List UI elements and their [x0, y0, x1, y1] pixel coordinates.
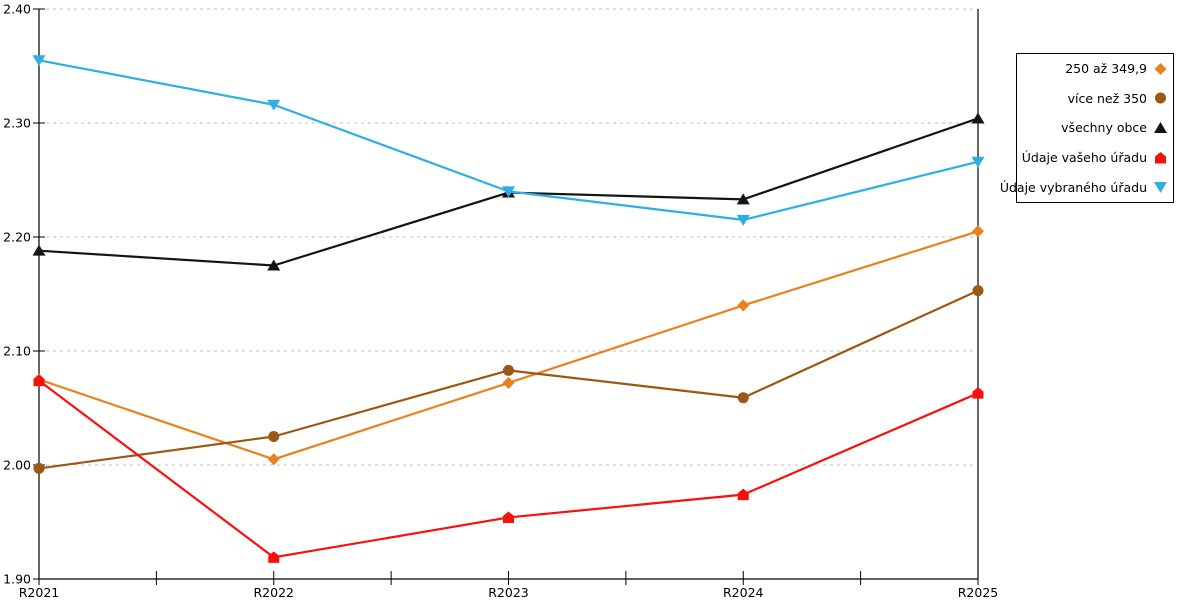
legend-item-udaje-vybraneho-uradu: Údaje vybraného úřadu	[1000, 172, 1173, 202]
x-tick-label: R2021	[19, 585, 60, 600]
legend-marker	[1154, 62, 1167, 75]
x-tick-label: R2023	[488, 585, 529, 600]
legend: 250 až 349,9 více než 350 všechny obce Údaj…	[1000, 53, 1174, 203]
triangle-down-marker	[971, 156, 985, 168]
diamond-marker	[267, 453, 280, 466]
legend-item-vsechny-obce: všechny obce	[1017, 113, 1173, 143]
legend-item-250-az-349: 250 až 349,9	[1017, 54, 1173, 84]
circle-marker	[503, 364, 514, 376]
triangle-up-icon	[1154, 121, 1167, 133]
axes	[38, 9, 979, 580]
triangle-up-marker	[32, 244, 46, 256]
x-tick-label: R2022	[254, 585, 295, 600]
triangle-down-marker	[267, 99, 281, 111]
y-tick-label: 2.00	[3, 458, 31, 473]
pentagon-marker	[1155, 151, 1166, 164]
diamond-marker	[502, 376, 515, 389]
legend-label: 250 až 349,9	[1065, 61, 1147, 77]
circle-marker	[737, 392, 749, 404]
y-tick-label: 2.20	[3, 230, 31, 245]
series-line-udaje-vaseho-uradu	[37, 379, 980, 559]
y-tick-label: 2.10	[3, 344, 31, 359]
pentagon-marker	[268, 551, 280, 563]
pentagon-marker	[503, 511, 514, 523]
legend-marker	[1154, 182, 1167, 194]
axis-ticks	[33, 8, 979, 585]
triangle-down-marker	[502, 186, 515, 198]
legend-marker	[1155, 92, 1166, 104]
series-line-250-az-349	[37, 230, 980, 461]
series-vice-nez-350	[33, 285, 984, 474]
y-axis-labels: 1.90 2.00 2.10 2.20 2.30 2.40	[3, 2, 31, 587]
triangle-up-marker	[1154, 121, 1167, 133]
gridlines	[39, 8, 978, 466]
triangle-up-marker	[267, 259, 281, 271]
legend-marker	[1155, 151, 1166, 164]
series-250-az-349	[33, 225, 984, 466]
y-tick-label: 1.90	[3, 572, 31, 587]
legend-item-vice-nez-350: více než 350	[1017, 84, 1173, 114]
series-udaje-vybraneho-uradu	[32, 55, 985, 226]
circle-marker	[33, 462, 45, 474]
triangle-up-marker	[736, 193, 750, 205]
diamond-marker	[972, 225, 984, 238]
legend-label: více než 350	[1067, 90, 1147, 106]
pentagon-marker	[972, 387, 984, 399]
circle-icon	[1155, 92, 1166, 104]
triangle-down-marker	[32, 55, 46, 67]
pentagon-marker	[737, 488, 749, 501]
series-udaje-vaseho-uradu	[33, 374, 984, 563]
triangle-up-marker	[971, 112, 985, 124]
pentagon-marker	[33, 374, 45, 387]
y-tick-label: 2.30	[3, 116, 31, 131]
circle-marker	[1155, 92, 1166, 104]
circle-marker	[972, 285, 984, 297]
y-tick-label: 2.40	[3, 2, 31, 17]
triangle-down-marker	[736, 214, 750, 226]
legend-item-udaje-vaseho-uradu: Údaje vašeho úřadu	[1017, 143, 1173, 173]
diamond-marker	[1154, 62, 1167, 75]
triangle-down-marker	[1154, 182, 1167, 194]
legend-label: všechny obce	[1061, 120, 1147, 136]
triangle-down-icon	[1154, 182, 1167, 194]
x-axis-labels: R2021 R2022 R2023 R2024 R2025	[19, 585, 999, 600]
legend-label: Údaje vašeho úřadu	[1021, 150, 1147, 166]
legend-marker	[1154, 121, 1167, 133]
diamond-marker	[737, 299, 750, 312]
x-tick-label: R2024	[723, 585, 764, 600]
legend-label: Údaje vybraného úřadu	[999, 179, 1147, 195]
diamond-icon	[1154, 62, 1167, 75]
x-tick-label: R2025	[958, 585, 999, 600]
circle-marker	[268, 431, 280, 442]
pentagon-icon	[1155, 151, 1166, 164]
